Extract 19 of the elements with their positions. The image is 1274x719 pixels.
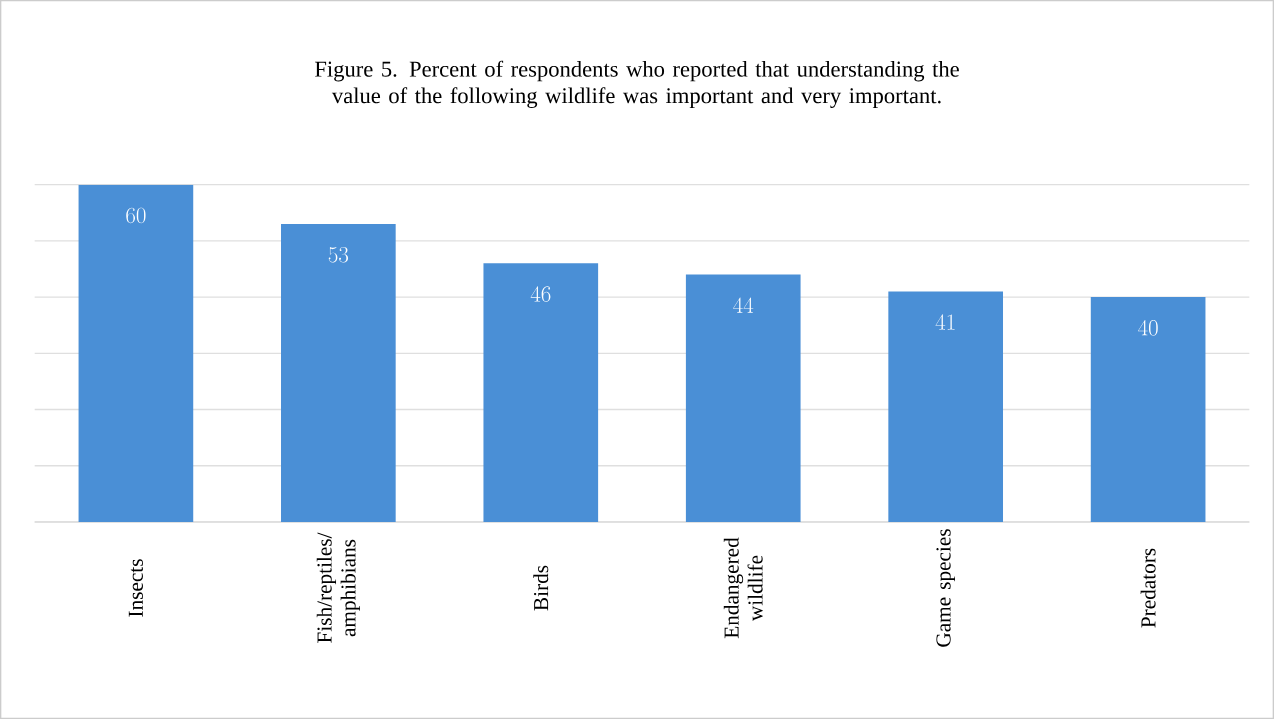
x-tick-label: Game species: [936, 529, 955, 647]
data-label: 46: [530, 286, 551, 302]
x-tick-label: Endangered wildlife: [723, 537, 763, 639]
bar: [281, 224, 396, 522]
bar: [1090, 297, 1206, 522]
bar: [685, 274, 801, 522]
data-label: 40: [1138, 319, 1158, 336]
data-label: 41: [935, 314, 955, 330]
x-tick-label: Insects: [128, 559, 143, 617]
x-tick-label: Fish/reptiles/ amphibians: [316, 532, 360, 643]
data-label: 60: [126, 207, 146, 224]
bar: [483, 263, 599, 522]
x-tick-label: Predators: [1140, 548, 1156, 628]
bar: [78, 184, 194, 522]
chart-title: Figure 5. Percent of respondents who reported that understanding the value of the following wildlife was important and very important.: [315, 60, 959, 108]
x-tick-label: Birds: [533, 565, 549, 611]
bar: [888, 291, 1004, 522]
data-label: 53: [328, 247, 349, 263]
data-label: 44: [733, 297, 754, 313]
